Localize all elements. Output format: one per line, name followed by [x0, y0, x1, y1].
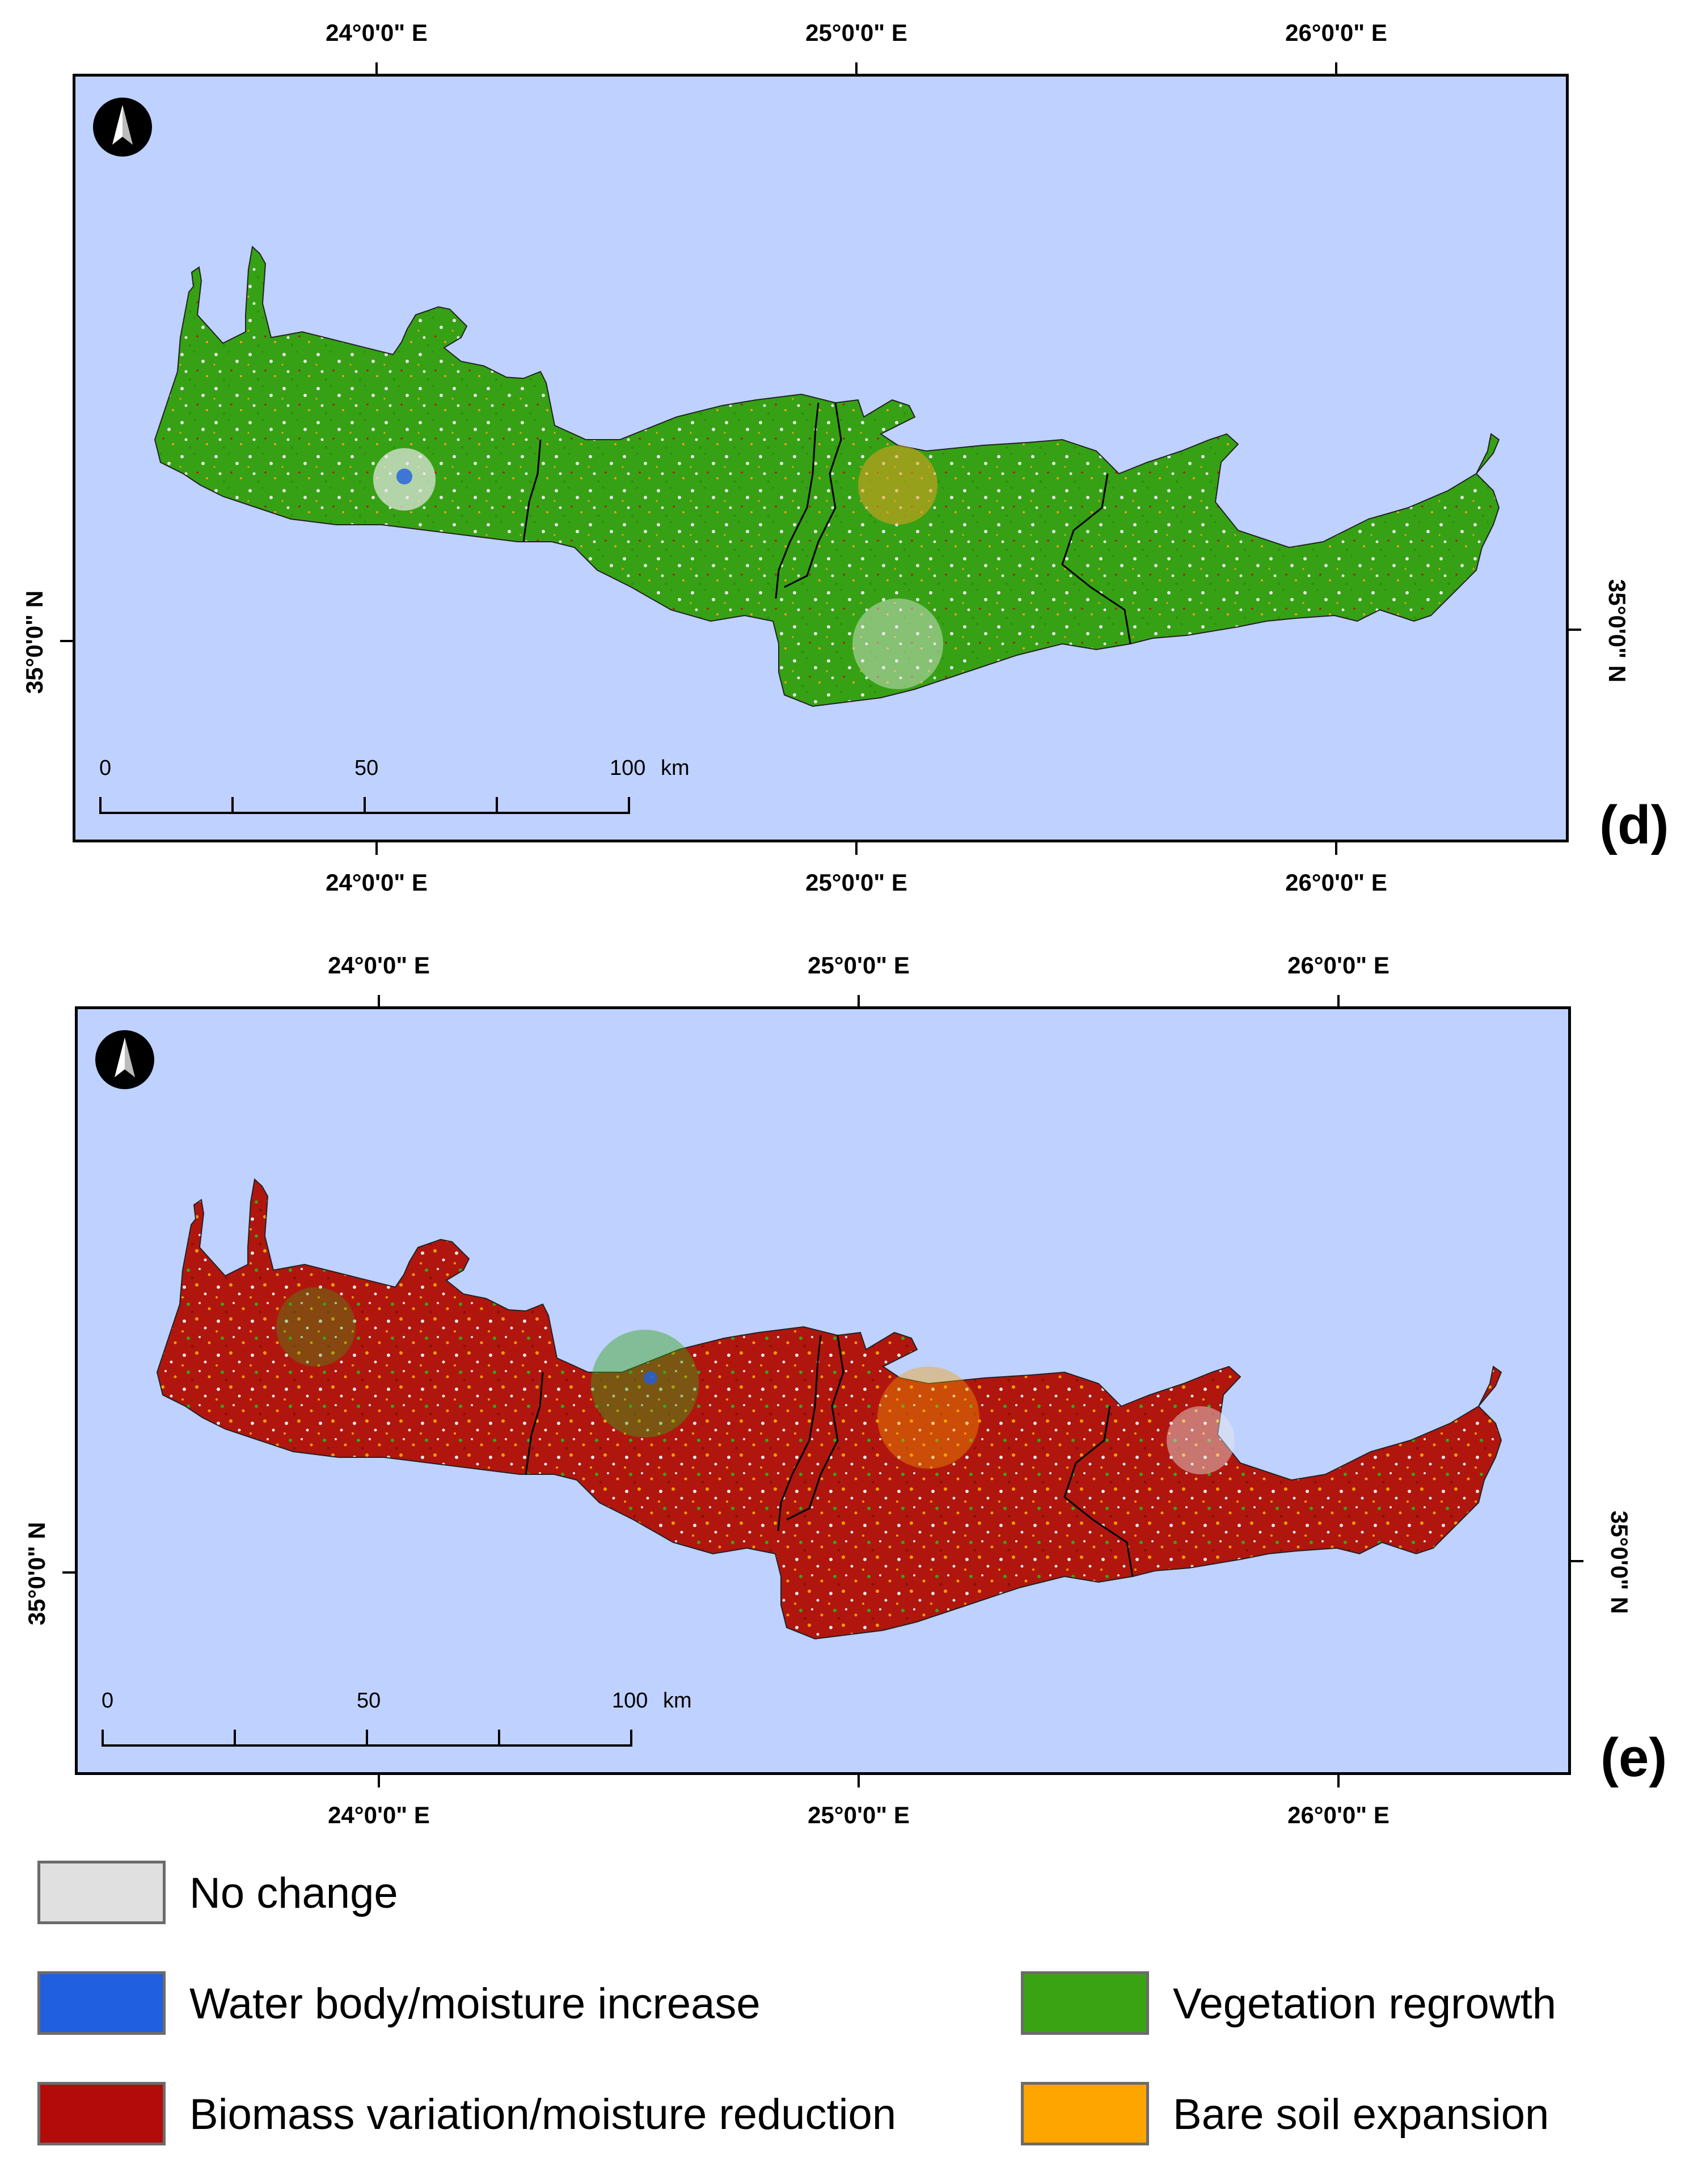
no-change-patch — [852, 598, 943, 689]
bottom-lon-label-25: 25°0'0" E — [808, 1802, 910, 1828]
scale-label-100: 100 — [610, 756, 646, 780]
panel-label-d: (d) — [1599, 795, 1669, 855]
bottom-lon-label-25: 25°0'0" E — [805, 869, 907, 896]
scale-bar: 0 50 100 km — [99, 756, 690, 825]
right-tick — [1571, 1560, 1583, 1562]
legend-swatch — [1021, 1971, 1149, 2035]
scale-tick — [366, 1730, 368, 1747]
legend-swatch — [37, 1971, 166, 2035]
top-tick — [855, 62, 858, 75]
bottom-tick — [1335, 842, 1337, 855]
vegetation-patch — [591, 1330, 699, 1437]
bottom-tick — [378, 1775, 380, 1787]
scale-tick — [102, 1730, 104, 1747]
scale-tick — [630, 1730, 632, 1747]
left-lat-label: 35°0'0" N — [23, 1521, 50, 1626]
crete-map — [156, 1178, 1502, 1640]
no-change-patch — [1167, 1406, 1235, 1474]
scale-label-100: 100 — [612, 1689, 648, 1713]
map-panel-e: 24°0'0" E 25°0'0" E 26°0'0" E — [0, 930, 1702, 1855]
vegetation-patch — [276, 1287, 356, 1367]
scale-label-0: 0 — [102, 1689, 114, 1713]
bottom-tick — [1337, 1775, 1340, 1787]
legend-swatch — [37, 2082, 166, 2145]
top-lon-label-25: 25°0'0" E — [805, 19, 907, 46]
scale-label-50: 50 — [357, 1689, 381, 1713]
legend-label: Vegetation regrowth — [1173, 1980, 1557, 2028]
north-arrow-icon — [92, 97, 153, 157]
left-tick — [62, 1571, 75, 1574]
map-frame: 0 50 100 km — [73, 74, 1569, 842]
legend-label: Bare soil expansion — [1173, 2090, 1549, 2139]
legend-label: No change — [189, 1869, 398, 1917]
top-tick — [375, 62, 378, 75]
crete-landmass — [154, 246, 1500, 707]
district-borders — [522, 402, 1131, 644]
bottom-lon-label-24: 24°0'0" E — [326, 869, 428, 896]
top-tick — [858, 995, 860, 1007]
right-tick — [1569, 629, 1581, 631]
water-patch — [644, 1371, 657, 1385]
bottom-lon-label-26: 26°0'0" E — [1285, 869, 1387, 896]
scale-tick — [496, 797, 498, 814]
right-lat-label: 35°0'0" N — [1604, 579, 1631, 683]
scale-unit: km — [661, 756, 690, 780]
scale-tick — [99, 797, 102, 814]
top-lon-label-25: 25°0'0" E — [808, 952, 910, 979]
legend-swatch — [1021, 2082, 1149, 2145]
legend-label: Water body/moisture increase — [189, 1980, 761, 2028]
top-lon-label-26: 26°0'0" E — [1285, 19, 1387, 46]
water-patch — [396, 469, 412, 484]
bottom-lon-label-26: 26°0'0" E — [1287, 1802, 1390, 1828]
panel-label-e: (e) — [1600, 1727, 1667, 1788]
bare-soil-patch — [858, 445, 937, 525]
top-lon-label-24: 24°0'0" E — [328, 952, 430, 979]
top-tick — [1335, 62, 1337, 75]
right-lat-label: 35°0'0" N — [1606, 1510, 1633, 1614]
scale-tick — [498, 1730, 500, 1747]
bottom-tick — [375, 842, 378, 855]
top-lon-label-24: 24°0'0" E — [326, 19, 428, 46]
north-arrow-icon — [95, 1030, 155, 1090]
scale-bar: 0 50 100 km — [102, 1689, 692, 1758]
scale-label-50: 50 — [354, 756, 379, 780]
bottom-lon-label-24: 24°0'0" E — [328, 1802, 430, 1828]
scale-tick — [234, 1730, 236, 1747]
left-tick — [60, 640, 73, 642]
legend: No change Water body/moisture increase V… — [0, 1861, 1702, 2178]
scale-label-0: 0 — [99, 756, 112, 780]
top-tick — [378, 995, 380, 1007]
bottom-tick — [858, 1775, 860, 1787]
top-lon-label-26: 26°0'0" E — [1287, 952, 1390, 979]
bottom-tick — [855, 842, 858, 855]
legend-label: Biomass variation/moisture reduction — [189, 2090, 897, 2139]
top-tick — [1337, 995, 1340, 1007]
map-panel-d: 24°0'0" E 25°0'0" E 26°0'0" E — [0, 0, 1702, 925]
left-lat-label: 35°0'0" N — [21, 590, 48, 694]
scale-tick — [231, 797, 234, 814]
crete-landmass — [156, 1178, 1502, 1640]
legend-swatch — [37, 1861, 166, 1924]
district-borders — [525, 1335, 1134, 1577]
scale-tick — [364, 797, 366, 814]
bare-soil-patch — [877, 1367, 979, 1469]
crete-map — [154, 246, 1500, 707]
scale-unit: km — [663, 1689, 692, 1713]
scale-tick — [628, 797, 630, 814]
map-frame: 0 50 100 km — [75, 1006, 1571, 1775]
